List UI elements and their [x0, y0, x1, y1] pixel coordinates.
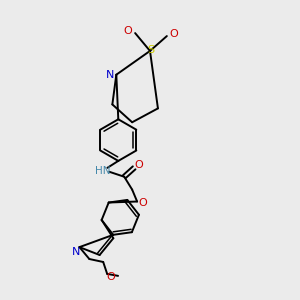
Text: S: S — [147, 45, 155, 55]
Text: HN: HN — [95, 166, 110, 176]
Text: N: N — [106, 70, 115, 80]
Text: O: O — [135, 160, 143, 170]
Text: O: O — [169, 29, 178, 39]
Text: O: O — [107, 272, 116, 282]
Text: O: O — [124, 26, 133, 36]
Text: N: N — [72, 247, 81, 257]
Text: O: O — [139, 199, 147, 208]
